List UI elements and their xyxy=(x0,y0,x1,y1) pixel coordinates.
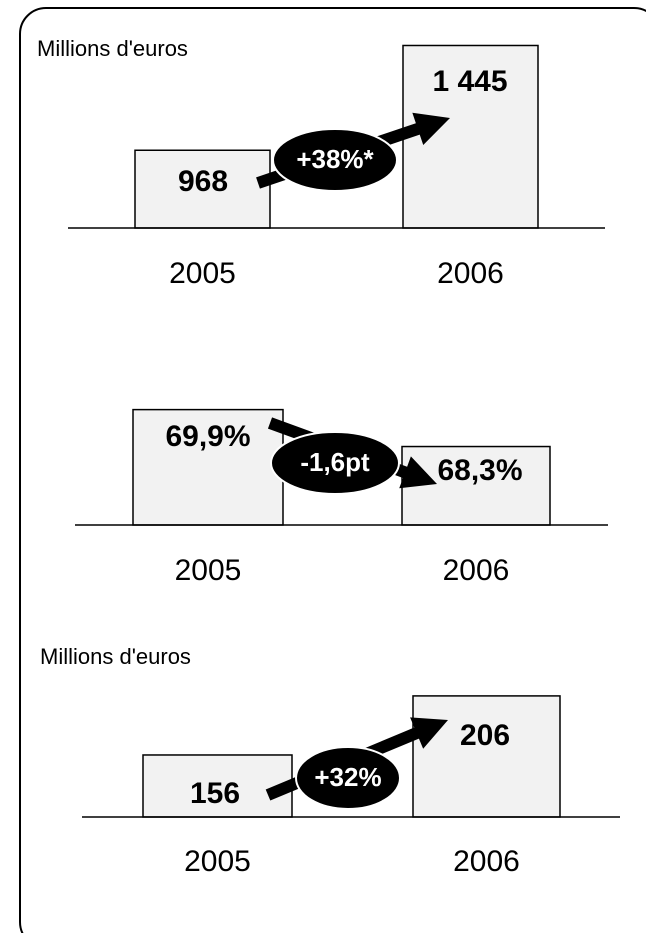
change-badge xyxy=(270,431,400,495)
value-label: 156 xyxy=(190,777,240,810)
change-badge xyxy=(295,746,401,810)
value-label: 1 445 xyxy=(432,65,507,98)
bar xyxy=(132,408,284,526)
x-tick-label: 2005 xyxy=(184,845,251,878)
x-tick-label: 2005 xyxy=(175,554,242,587)
x-tick-label: 2006 xyxy=(443,554,510,587)
change-label: +38%* xyxy=(296,144,374,174)
bar xyxy=(142,754,293,818)
unit-label: Millions d'euros xyxy=(37,36,188,61)
change-badge xyxy=(272,128,398,192)
value-label: 206 xyxy=(460,719,510,752)
x-tick-label: 2006 xyxy=(437,257,504,290)
value-label: 69,9% xyxy=(165,420,250,453)
x-tick-label: 2005 xyxy=(169,257,236,290)
change-label: +32% xyxy=(314,762,381,792)
bar xyxy=(134,149,271,229)
change-label: -1,6pt xyxy=(300,447,370,477)
value-label: 68,3% xyxy=(437,454,522,487)
unit-label: Millions d'euros xyxy=(40,644,191,669)
bar xyxy=(412,695,561,818)
value-label: 968 xyxy=(178,165,228,198)
x-tick-label: 2006 xyxy=(453,845,520,878)
